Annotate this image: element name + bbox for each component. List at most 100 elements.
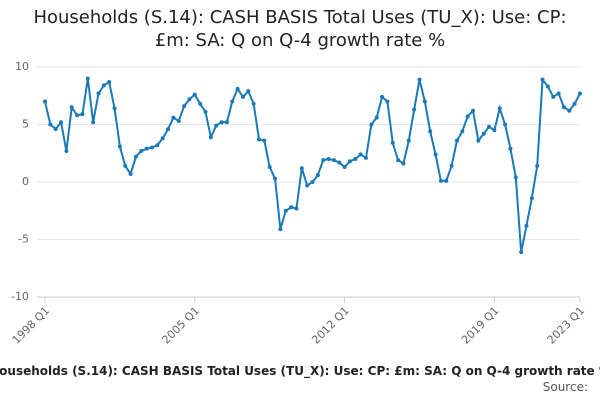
data-point (187, 97, 192, 102)
data-point (112, 106, 117, 111)
data-point (198, 101, 203, 106)
data-point (85, 76, 90, 81)
data-point (444, 178, 449, 183)
data-point (578, 91, 582, 96)
data-point (160, 136, 165, 141)
data-point (358, 152, 363, 157)
data-point (155, 143, 160, 148)
data-point (246, 89, 251, 94)
source: Source: (542, 380, 588, 394)
data-point (321, 158, 326, 163)
data-point (69, 105, 74, 110)
data-point (150, 145, 154, 150)
data-point (433, 152, 438, 157)
data-point (283, 208, 288, 213)
data-point (492, 128, 497, 133)
data-point (117, 144, 122, 149)
data-point (214, 123, 219, 128)
x-tick-label: 2005 Q1 (160, 304, 203, 347)
x-tick-label: 2019 Q1 (459, 304, 502, 347)
x-tick-label: 2023 Q1 (545, 304, 588, 347)
data-point (176, 119, 181, 124)
data-point (230, 99, 235, 104)
data-point (59, 120, 64, 125)
data-point (417, 77, 422, 82)
data-point (401, 161, 406, 166)
data-point (567, 108, 572, 113)
y-tick-label: 5 (22, 118, 29, 131)
data-point (305, 183, 310, 188)
data-point (192, 92, 197, 97)
data-point (438, 178, 443, 183)
data-point (481, 131, 486, 136)
data-point (133, 154, 138, 159)
data-point (342, 165, 347, 170)
footer-title-text: Households (S.14): CASH BASIS Total Uses… (0, 364, 600, 378)
data-point (519, 250, 524, 255)
y-tick-label: -5 (18, 233, 29, 246)
data-point (551, 94, 556, 99)
data-point (203, 109, 208, 114)
data-point (182, 104, 187, 109)
data-point (48, 122, 53, 127)
data-point (224, 120, 229, 125)
data-point (460, 129, 465, 134)
data-point (465, 114, 470, 119)
data-point (449, 163, 454, 168)
data-point (529, 196, 534, 201)
data-point (545, 84, 550, 89)
data-point (428, 129, 433, 134)
data-point (412, 107, 417, 112)
data-point (513, 175, 518, 180)
data-point (91, 120, 96, 125)
data-point (396, 158, 401, 163)
data-point (380, 94, 385, 99)
y-tick-label: 0 (22, 175, 29, 188)
data-point (166, 127, 171, 132)
data-point (337, 160, 342, 165)
x-tick-label: 1998 Q1 (10, 304, 53, 347)
data-point (471, 108, 475, 113)
data-point (385, 99, 390, 104)
data-point (235, 86, 240, 91)
data-point (123, 163, 128, 168)
data-point (476, 138, 481, 143)
data-point (503, 122, 508, 127)
data-point (535, 163, 540, 168)
data-point (508, 146, 513, 151)
data-point (374, 115, 379, 120)
data-point (310, 180, 315, 184)
y-tick-label: -10 (11, 290, 29, 303)
data-point (556, 91, 561, 96)
data-point (101, 83, 106, 88)
data-point (251, 101, 256, 106)
data-point (139, 148, 144, 153)
data-point (487, 124, 492, 129)
data-point (353, 157, 358, 161)
data-point (128, 171, 133, 176)
data-point (96, 91, 101, 96)
chart: -10 -5 0 5 10 1998 Q1 2005 Q1 2012 Q1 2019 Q1 202… (10, 60, 588, 347)
data-point (262, 138, 267, 143)
data-point (331, 158, 336, 163)
data-point (454, 138, 459, 143)
data-point (43, 99, 47, 104)
data-point (561, 105, 566, 110)
x-tick-label: 2012 Q1 (309, 304, 352, 347)
data-point (144, 146, 149, 151)
data-point (75, 113, 80, 118)
data-point (278, 227, 283, 232)
data-point (497, 106, 502, 111)
data-point (257, 137, 261, 142)
data-point (422, 99, 427, 104)
chart-title: Households (S.14): CASH BASIS Total Uses… (33, 7, 567, 51)
data-point (364, 155, 368, 160)
data-point (171, 115, 176, 120)
data-point (267, 165, 272, 170)
data-point (273, 176, 278, 181)
data-point (406, 138, 411, 143)
data-point (299, 166, 304, 171)
data-point (208, 135, 213, 140)
data-point (53, 127, 58, 132)
